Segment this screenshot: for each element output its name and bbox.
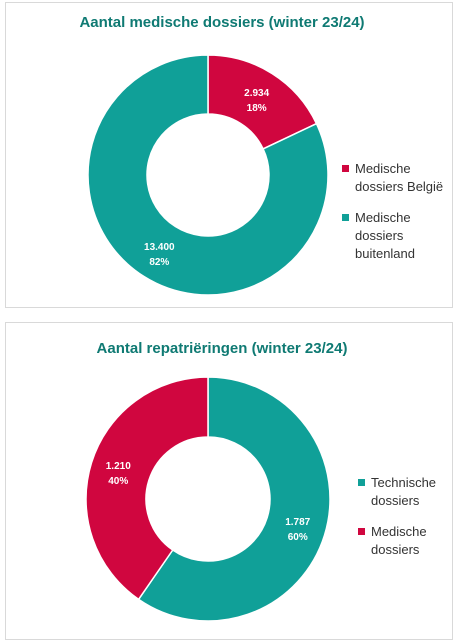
legend-label: Medische <box>355 161 411 176</box>
slice-percent-label: 18% <box>247 103 267 114</box>
donut-slice <box>87 54 329 296</box>
donut-slice <box>137 376 331 622</box>
legend-swatch <box>358 528 365 535</box>
slice-value-label: 13.400 <box>144 242 175 253</box>
slice-percent-label: 40% <box>108 476 128 487</box>
chart-title: Aantal medische dossiers (winter 23/24) <box>79 14 364 31</box>
slice-value-label: 1.787 <box>285 517 310 528</box>
legend-label: dossiers <box>371 493 420 508</box>
legend-label: Medische <box>355 210 411 225</box>
legend-swatch <box>342 165 349 172</box>
slice-percent-label: 82% <box>149 257 169 268</box>
slice-value-label: 2.934 <box>244 88 269 99</box>
legend-label: dossiers <box>371 542 420 557</box>
chart-title: Aantal repatriëringen (winter 23/24) <box>97 340 348 357</box>
slice-value-label: 1.210 <box>106 461 131 472</box>
legend-label: Medische <box>371 524 427 539</box>
legend-label: dossiers België <box>355 179 443 194</box>
legend-label: dossiers <box>355 228 404 243</box>
legend-label: buitenland <box>355 246 415 261</box>
donut-slice <box>85 376 209 601</box>
donut-chart-repatriations: Aantal repatriëringen (winter 23/24) 1.7… <box>85 340 436 622</box>
chart-panel-repatriations: Aantal repatriëringen (winter 23/24) 1.7… <box>5 322 453 640</box>
legend-swatch <box>342 214 349 221</box>
legend-swatch <box>358 479 365 486</box>
donut-chart-medical-files: Aantal medische dossiers (winter 23/24) … <box>79 14 443 296</box>
legend-label: Technische <box>371 475 436 490</box>
chart-panel-medical-files: Aantal medische dossiers (winter 23/24) … <box>5 2 453 308</box>
slice-percent-label: 60% <box>288 532 308 543</box>
